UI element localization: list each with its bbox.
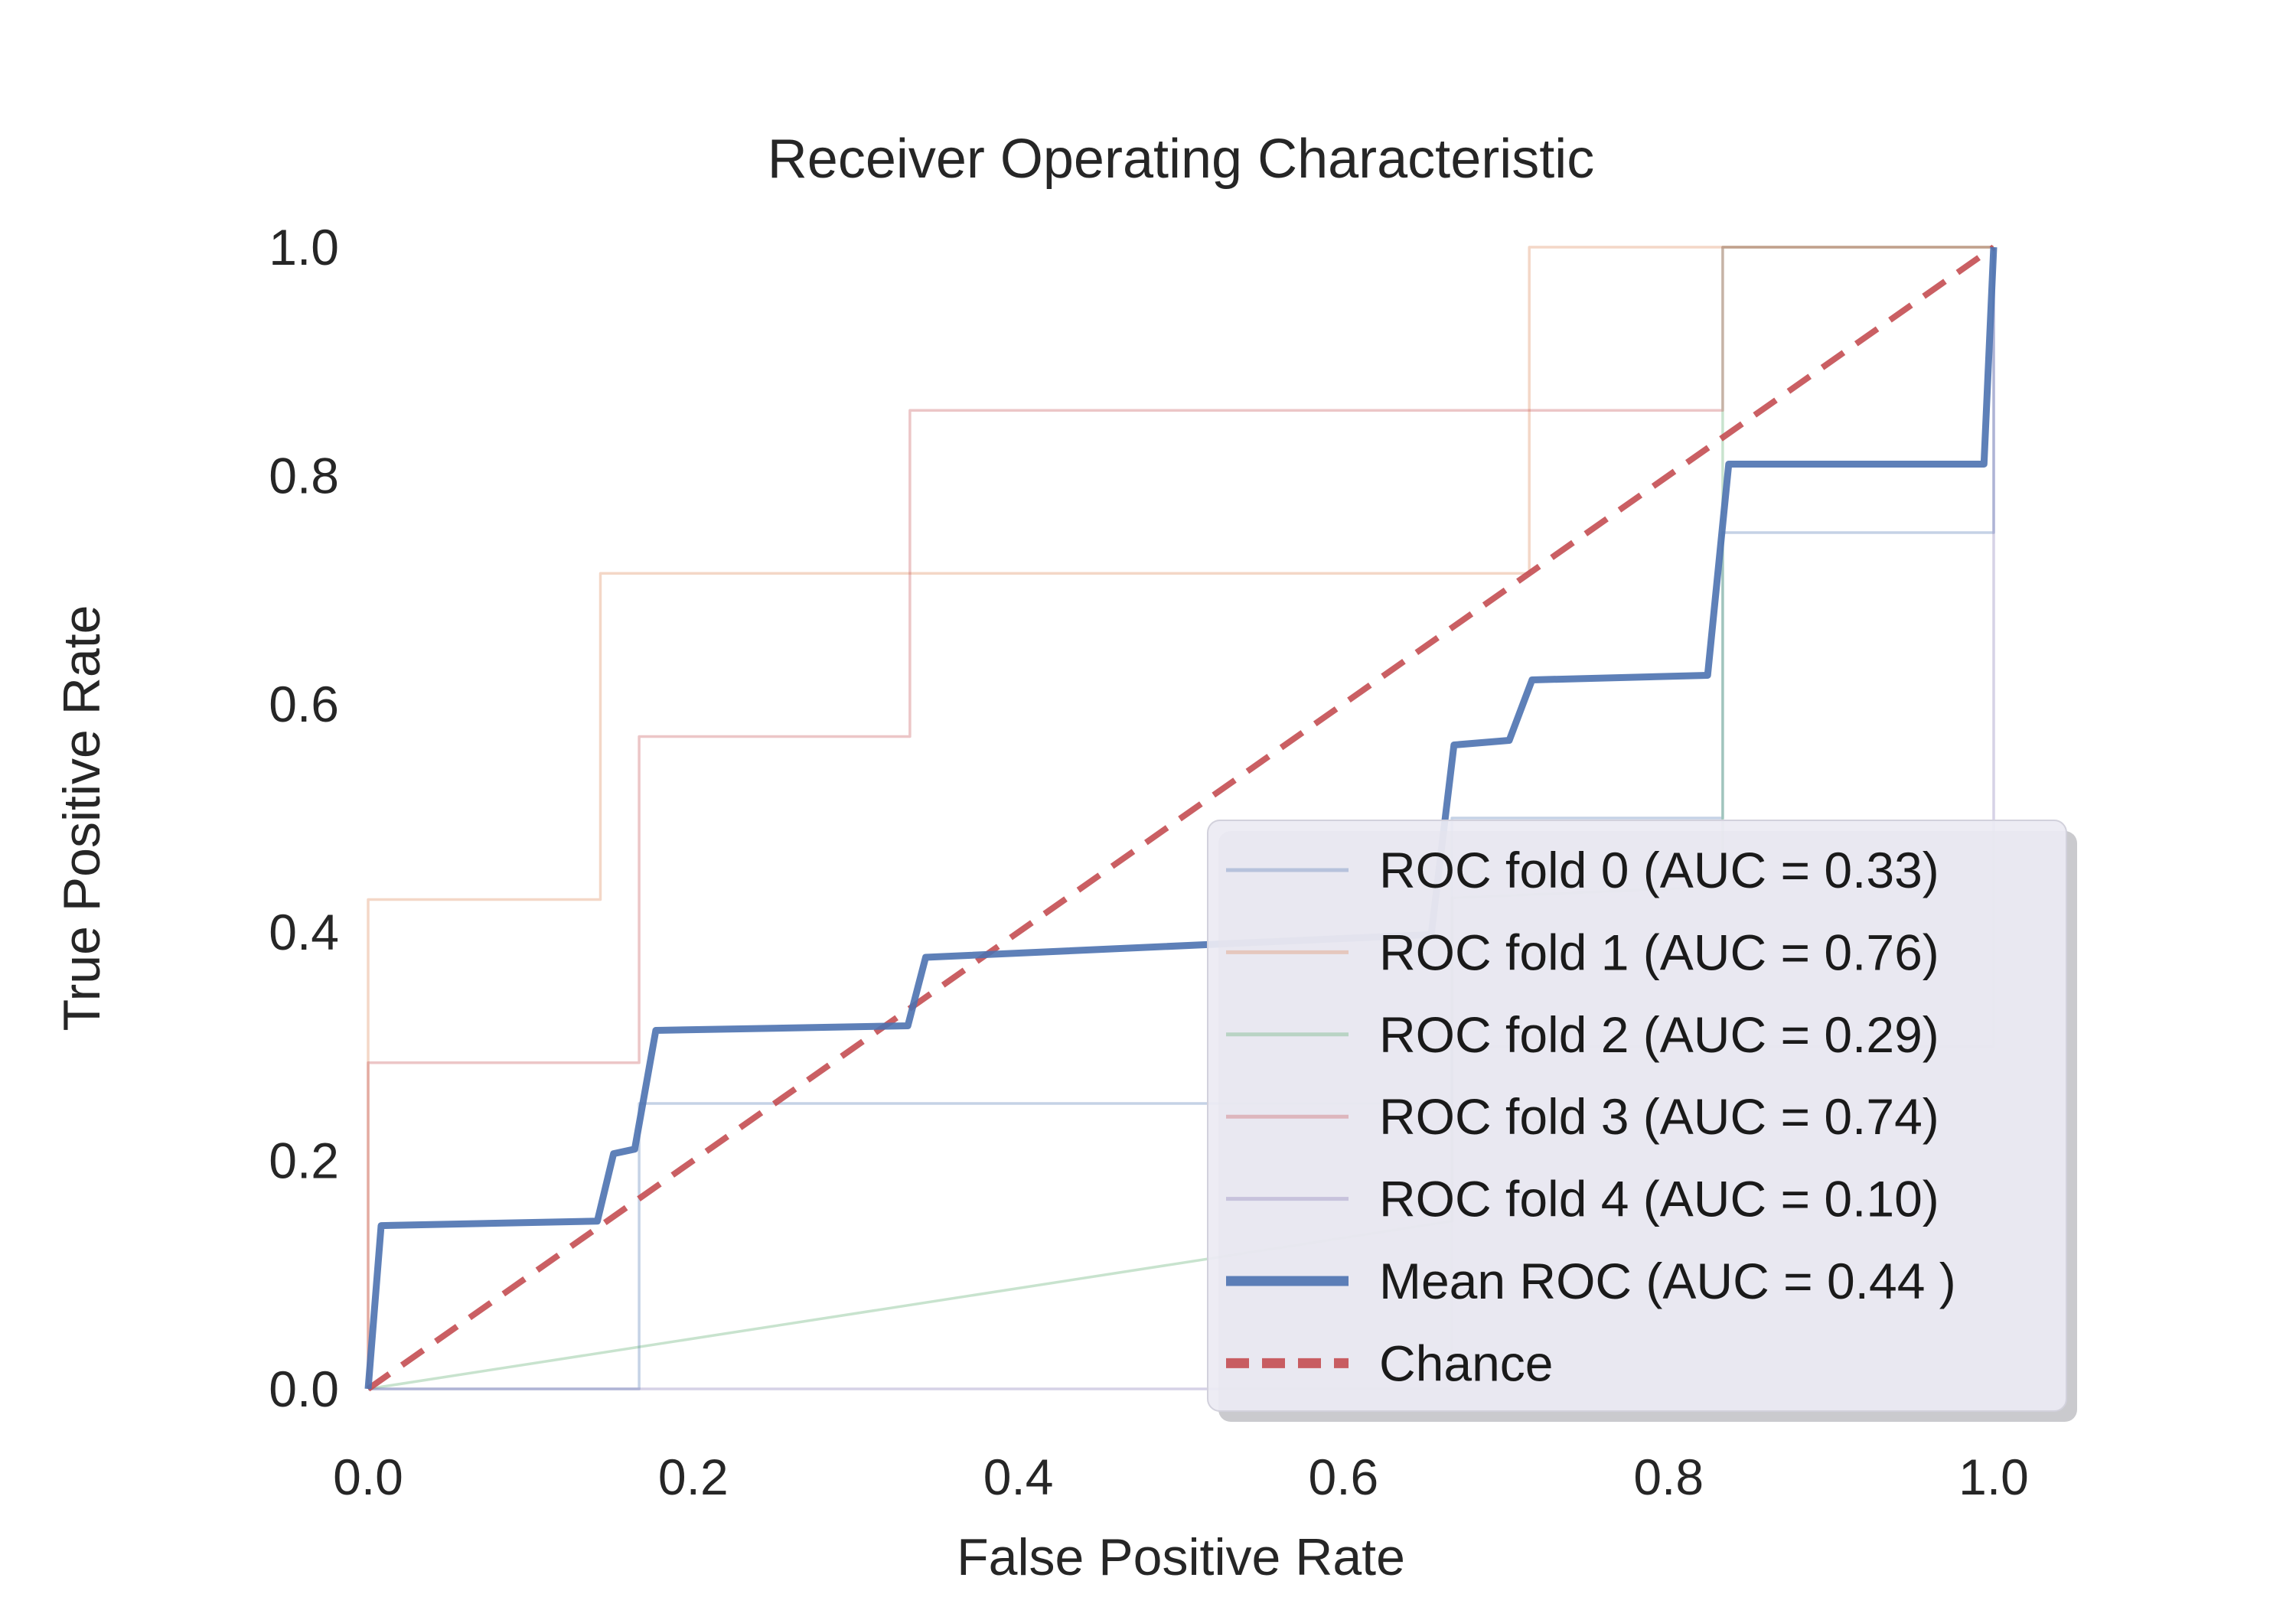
series-line-roc-fold-0-auc-0-33	[368, 247, 1995, 1390]
x-tick-label-0.4: 0.4	[983, 1449, 1054, 1505]
x-tick-label-0.6: 0.6	[1309, 1449, 1379, 1505]
x-axis-label: False Positive Rate	[957, 1528, 1405, 1586]
legend-label-roc-fold-4-auc-0-10: ROC fold 4 (AUC = 0.10)	[1379, 1171, 1939, 1227]
legend-label-roc-fold-0-auc-0-33: ROC fold 0 (AUC = 0.33)	[1379, 842, 1939, 898]
y-tick-label-0.4: 0.4	[269, 904, 339, 960]
legend-item-mean-roc-auc-0-44: Mean ROC (AUC = 0.44 )	[1226, 1253, 1956, 1309]
legend-item-roc-fold-1-auc-0-76: ROC fold 1 (AUC = 0.76)	[1226, 924, 1939, 980]
legend-item-roc-fold-3-auc-0-74: ROC fold 3 (AUC = 0.74)	[1226, 1088, 1939, 1145]
y-tick-label-0.6: 0.6	[269, 676, 339, 732]
legend-label-roc-fold-2-auc-0-29: ROC fold 2 (AUC = 0.29)	[1379, 1006, 1939, 1063]
y-tick-label-0.8: 0.8	[269, 447, 339, 504]
y-tick-label-0.0: 0.0	[269, 1361, 339, 1417]
legend-label-roc-fold-3-auc-0-74: ROC fold 3 (AUC = 0.74)	[1379, 1088, 1939, 1145]
y-axis-label: True Positive Rate	[53, 605, 111, 1032]
series-line-mean-roc-auc-0-44	[364, 246, 1998, 1390]
y-tick-label-1.0: 1.0	[269, 219, 339, 275]
legend-label-roc-fold-1-auc-0-76: ROC fold 1 (AUC = 0.76)	[1379, 924, 1939, 980]
legend-item-roc-fold-4-auc-0-10: ROC fold 4 (AUC = 0.10)	[1226, 1171, 1939, 1227]
series-line-roc-fold-3-auc-0-74	[367, 246, 1994, 1389]
x-tick-label-0.2: 0.2	[658, 1449, 729, 1505]
y-tick-label-0.2: 0.2	[269, 1133, 339, 1189]
chart-title: Receiver Operating Characteristic	[768, 129, 1594, 190]
legend-label-chance: Chance	[1379, 1335, 1554, 1391]
y-axis-tick-labels: 0.0 0.2 0.4 0.6 0.8 1.0	[269, 219, 339, 1417]
legend-frame	[1207, 820, 2067, 1412]
legend-item-chance: Chance	[1226, 1335, 1554, 1391]
series-line-roc-fold-1-auc-0-76	[367, 246, 1994, 1389]
legend-item-roc-fold-2-auc-0-29: ROC fold 2 (AUC = 0.29)	[1226, 1006, 1939, 1063]
x-axis-tick-labels: 0.0 0.2 0.4 0.6 0.8 1.0	[333, 1449, 2029, 1505]
legend-label-mean-roc-auc-0-44: Mean ROC (AUC = 0.44 )	[1379, 1253, 1956, 1309]
legend: ROC fold 0 (AUC = 0.33) ROC fold 1 (AUC =…	[1207, 820, 2077, 1422]
series-line-chance	[366, 244, 1996, 1392]
legend-item-roc-fold-0-auc-0-33: ROC fold 0 (AUC = 0.33)	[1226, 842, 1939, 898]
x-tick-label-0.8: 0.8	[1633, 1449, 1704, 1505]
x-tick-label-0.0: 0.0	[333, 1449, 403, 1505]
x-tick-label-1.0: 1.0	[1958, 1449, 2029, 1505]
